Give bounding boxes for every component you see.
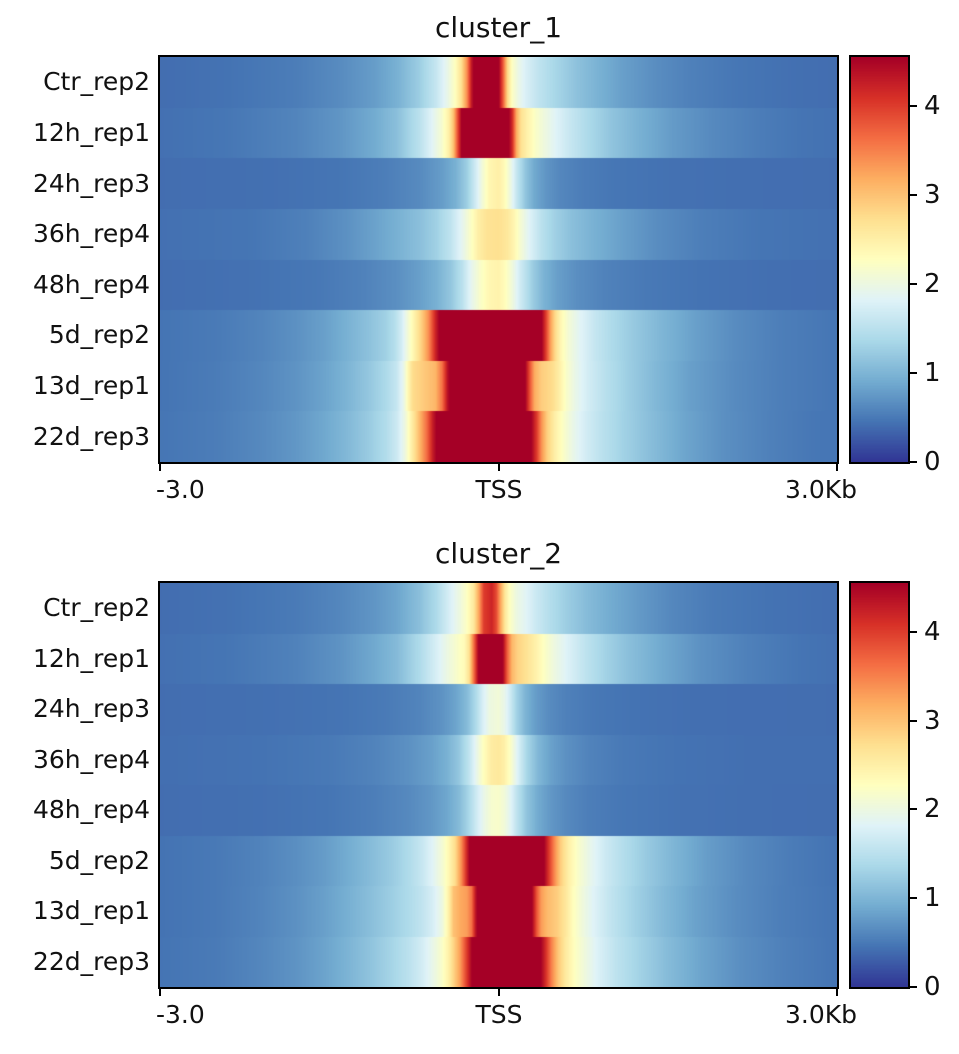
- x-tick-3.0Kb: [836, 464, 838, 471]
- x-tick-label-3.0Kb: 3.0Kb: [784, 475, 857, 504]
- heatmap-cluster-1: [158, 55, 839, 464]
- colorbar-tick-label-4: 4: [924, 91, 941, 121]
- x-tick-label-3.0Kb: 3.0Kb: [784, 1000, 857, 1029]
- x-tick-TSS: [498, 989, 500, 996]
- colorbar-tick-3: [910, 720, 917, 722]
- row-label-13d_rep1: 13d_rep1: [32, 896, 150, 925]
- row-label-12h_rep1: 12h_rep1: [32, 118, 150, 147]
- x-tick-label-TSS: TSS: [475, 1000, 523, 1029]
- colorbar-tick-label-1: 1: [924, 358, 941, 388]
- x-tick-3.0Kb: [836, 989, 838, 996]
- heatmap-cluster-2: [158, 581, 839, 989]
- colorbar-cluster-2: [849, 581, 910, 989]
- row-label-13d_rep1: 13d_rep1: [32, 371, 150, 400]
- colorbar-tick-1: [910, 372, 917, 374]
- row-label-36h_rep4: 36h_rep4: [32, 219, 150, 248]
- row-label-22d_rep3: 22d_rep3: [32, 422, 150, 451]
- colorbar-tick-label-4: 4: [924, 617, 941, 647]
- x-tick-TSS: [498, 464, 500, 471]
- row-label-12h_rep1: 12h_rep1: [32, 644, 150, 673]
- title-cluster-2: cluster_2: [434, 537, 563, 570]
- colorbar-tick-3: [910, 194, 917, 196]
- colorbar-tick-label-0: 0: [924, 972, 941, 1002]
- row-label-Ctr_rep2: Ctr_rep2: [43, 593, 150, 622]
- row-label-5d_rep2: 5d_rep2: [48, 320, 150, 349]
- colorbar-tick-2: [910, 283, 917, 285]
- colorbar-tick-label-1: 1: [924, 883, 941, 913]
- row-label-5d_rep2: 5d_rep2: [48, 846, 150, 875]
- colorbar-cluster-2-canvas: [851, 583, 908, 987]
- heatmap-cluster-1-canvas: [160, 57, 837, 462]
- row-label-22d_rep3: 22d_rep3: [32, 947, 150, 976]
- row-label-24h_rep3: 24h_rep3: [32, 694, 150, 723]
- row-label-Ctr_rep2: Ctr_rep2: [43, 67, 150, 96]
- x-tick--3.0: [159, 989, 161, 996]
- colorbar-tick-label-2: 2: [924, 794, 941, 824]
- colorbar-cluster-1-canvas: [851, 57, 908, 462]
- x-tick--3.0: [159, 464, 161, 471]
- colorbar-tick-0: [910, 986, 917, 988]
- row-label-48h_rep4: 48h_rep4: [32, 795, 150, 824]
- x-tick-label--3.0: -3.0: [156, 475, 205, 504]
- heatmap-cluster-2-canvas: [160, 583, 837, 987]
- x-tick-label-TSS: TSS: [475, 475, 523, 504]
- colorbar-tick-label-2: 2: [924, 269, 941, 299]
- colorbar-tick-label-3: 3: [924, 180, 941, 210]
- title-cluster-1: cluster_1: [434, 11, 563, 44]
- row-label-48h_rep4: 48h_rep4: [32, 270, 150, 299]
- colorbar-tick-4: [910, 631, 917, 633]
- colorbar-tick-2: [910, 808, 917, 810]
- row-label-36h_rep4: 36h_rep4: [32, 745, 150, 774]
- colorbar-tick-label-0: 0: [924, 447, 941, 477]
- colorbar-tick-0: [910, 461, 917, 463]
- colorbar-tick-label-3: 3: [924, 706, 941, 736]
- row-label-24h_rep3: 24h_rep3: [32, 169, 150, 198]
- colorbar-cluster-1: [849, 55, 910, 464]
- colorbar-tick-1: [910, 897, 917, 899]
- x-tick-label--3.0: -3.0: [156, 1000, 205, 1029]
- colorbar-tick-4: [910, 105, 917, 107]
